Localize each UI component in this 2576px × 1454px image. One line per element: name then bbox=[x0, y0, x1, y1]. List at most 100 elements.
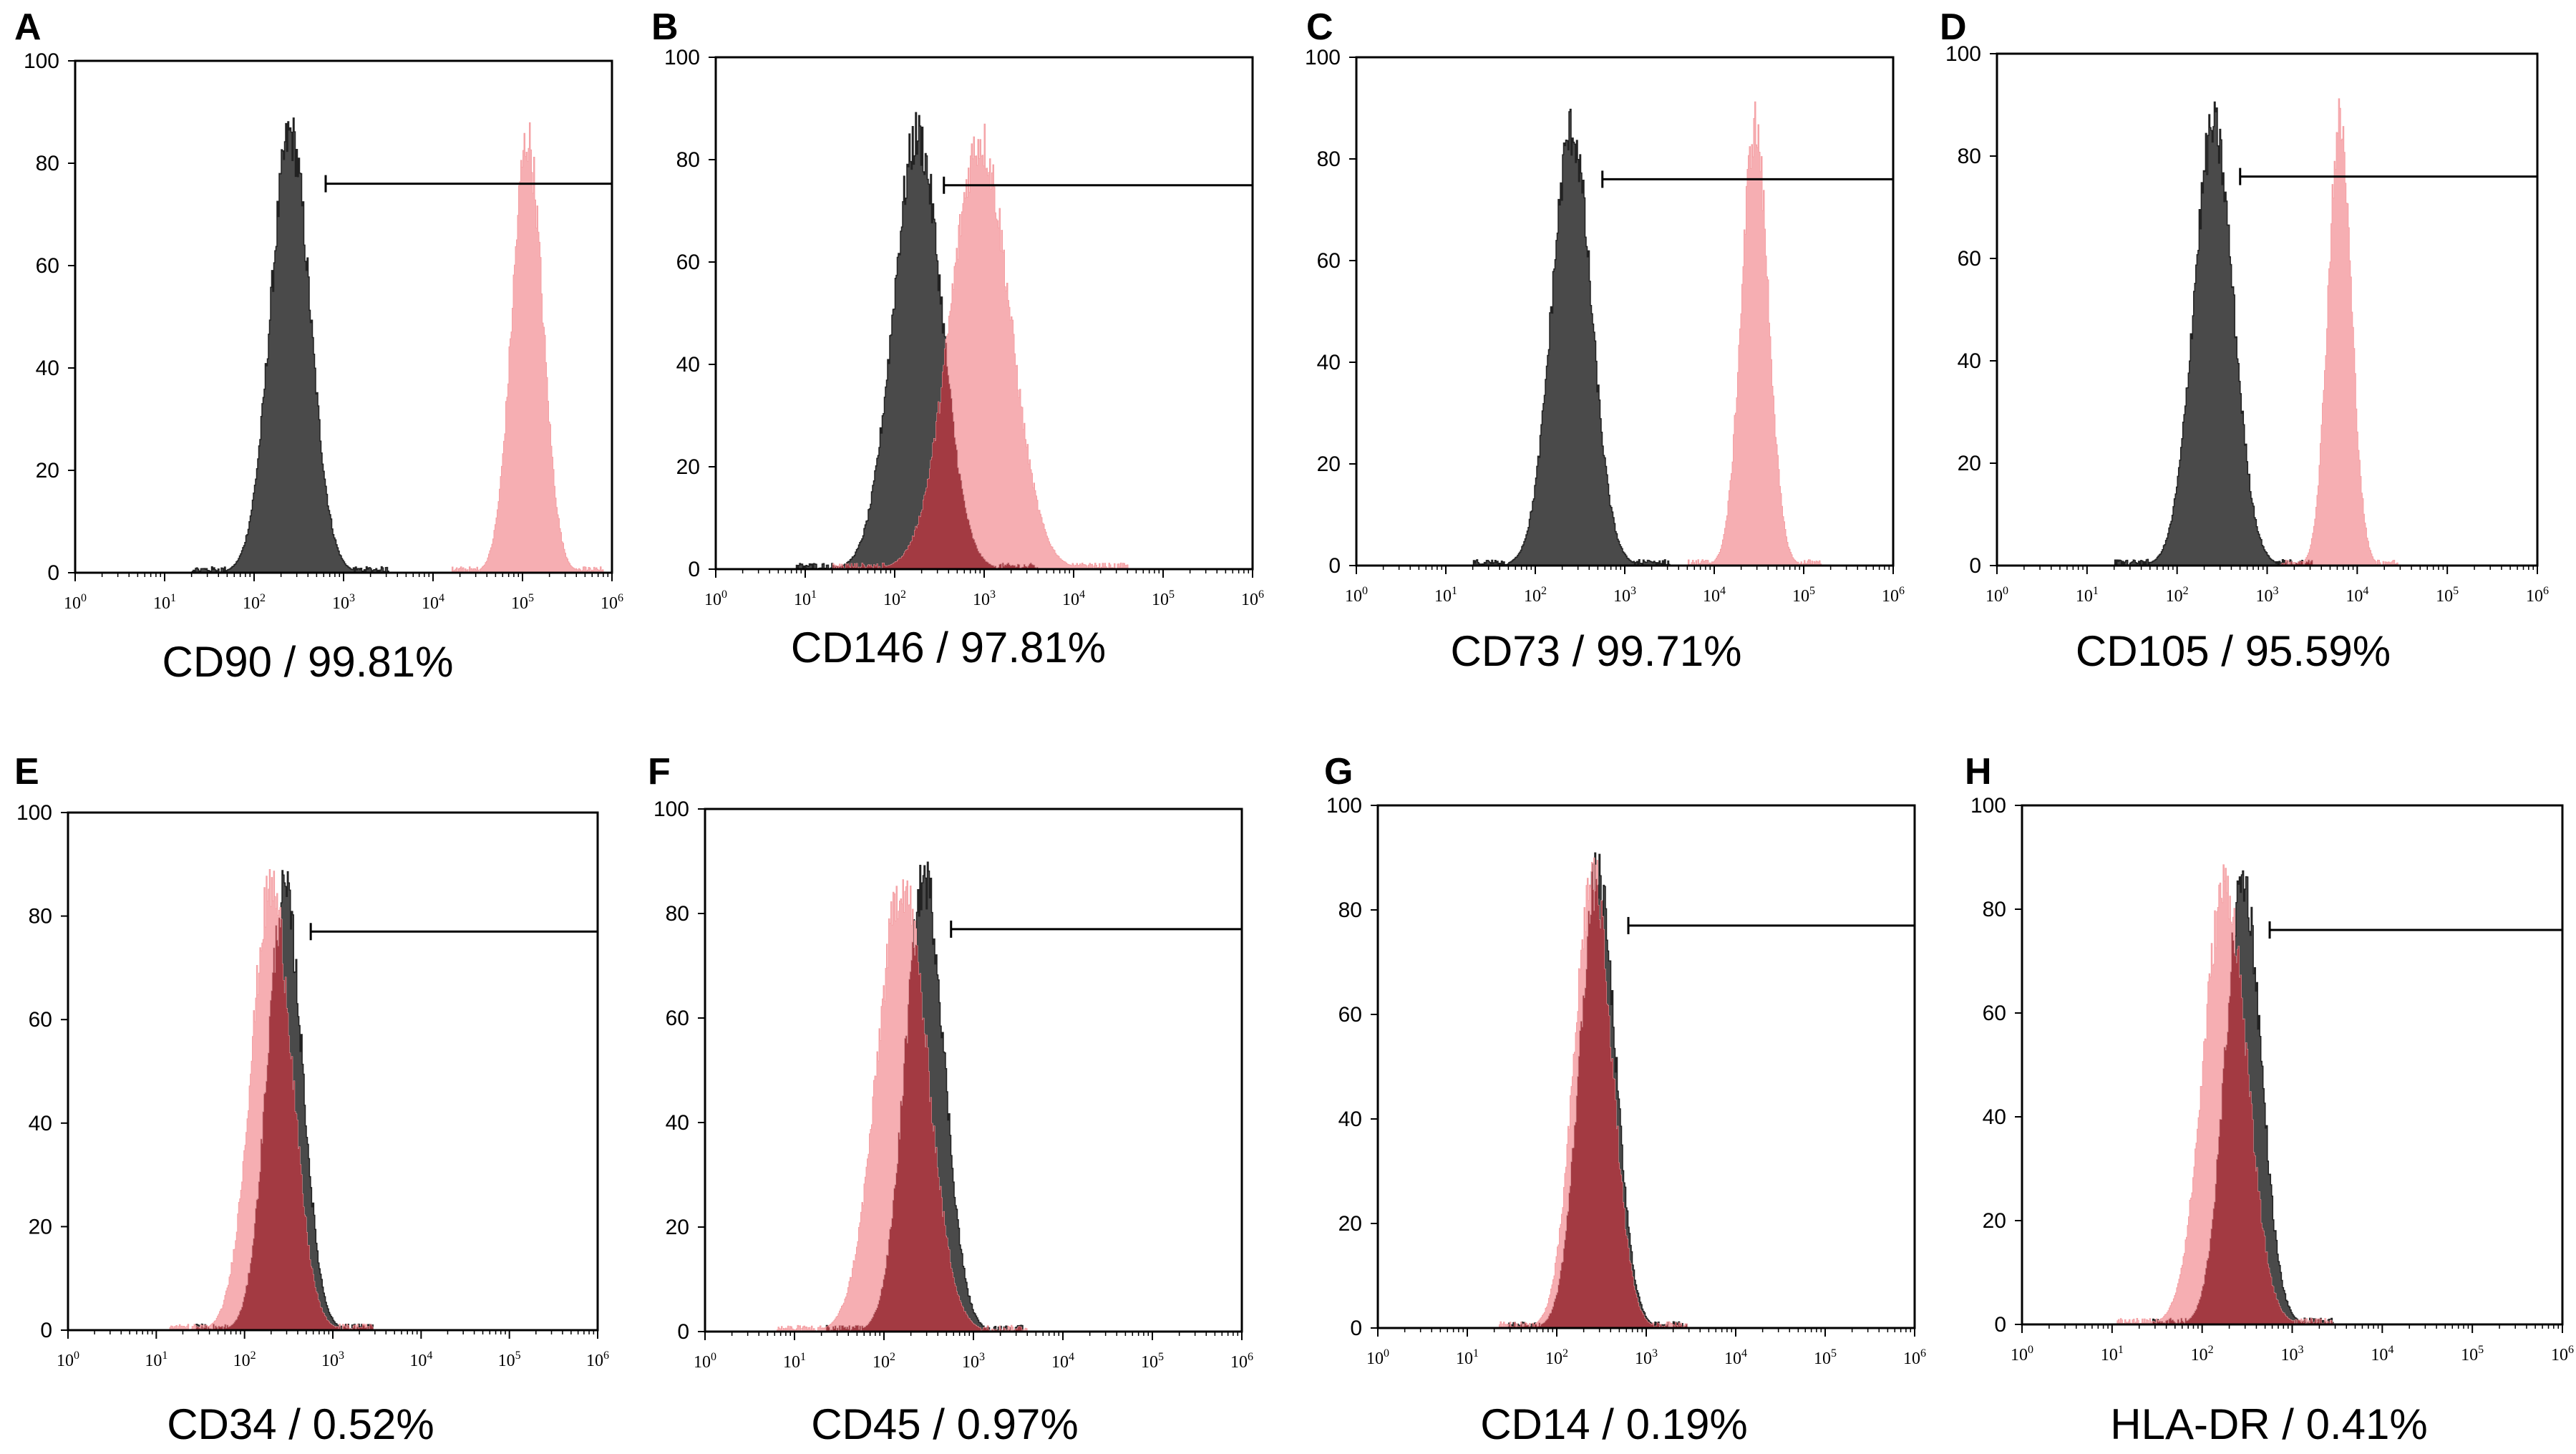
histogram-marker-cd105 bbox=[1997, 98, 2537, 566]
plot-frame bbox=[2021, 804, 2564, 1326]
x-tick-label: 104 bbox=[2346, 585, 2368, 606]
x-tick-label: 106 bbox=[586, 1349, 609, 1370]
histogram-overlap bbox=[705, 879, 1242, 1332]
x-tick-label: 104 bbox=[409, 1349, 432, 1370]
x-tick-label: 105 bbox=[1141, 1351, 1164, 1372]
y-tick-label: 80 bbox=[1317, 147, 1341, 171]
plot-frame bbox=[1996, 52, 2539, 567]
y-tick-label: 40 bbox=[1983, 1105, 2006, 1129]
histogram-isotype-control bbox=[1356, 108, 1893, 566]
x-tick-label: 102 bbox=[2191, 1344, 2214, 1365]
y-tick-label: 20 bbox=[1317, 452, 1341, 476]
x-tick-label: 105 bbox=[2461, 1344, 2484, 1365]
y-tick-label: 40 bbox=[36, 357, 59, 380]
x-tick-label: 102 bbox=[2166, 585, 2189, 606]
histogram-marker-hla-dr bbox=[2022, 864, 2562, 1324]
y-tick-label: 100 bbox=[653, 798, 689, 821]
histogram-marker-cd90 bbox=[75, 122, 612, 573]
histogram-overlap bbox=[1356, 109, 1893, 566]
y-tick-label: 100 bbox=[24, 49, 59, 73]
y-tick-label: 40 bbox=[1338, 1108, 1362, 1131]
y-tick-label: 20 bbox=[36, 459, 59, 483]
x-tick-label: 100 bbox=[1986, 585, 2008, 606]
x-tick-label: 103 bbox=[1635, 1347, 1658, 1368]
x-tick-label: 106 bbox=[2526, 585, 2549, 606]
y-tick-label: 60 bbox=[666, 1007, 689, 1030]
histogram-marker-cd146 bbox=[716, 123, 1253, 569]
x-tick-label: 104 bbox=[1724, 1347, 1747, 1368]
x-tick-label: 105 bbox=[1814, 1347, 1837, 1368]
x-tick-label: 104 bbox=[2371, 1344, 2393, 1365]
x-tick-label: 100 bbox=[64, 592, 87, 613]
x-tick-label: 100 bbox=[2011, 1344, 2033, 1365]
x-tick-label: 102 bbox=[883, 588, 906, 609]
x-tick-label: 103 bbox=[1613, 585, 1636, 606]
panel-letter: G bbox=[1324, 751, 1353, 793]
x-tick-label: 105 bbox=[498, 1349, 521, 1370]
plot-frame bbox=[1376, 804, 1916, 1329]
x-tick-label: 104 bbox=[1703, 585, 1726, 606]
x-tick-label: 101 bbox=[2101, 1344, 2124, 1365]
panel-caption: CD34 / 0.52% bbox=[167, 1400, 434, 1448]
y-tick-label: 60 bbox=[676, 251, 700, 274]
histogram-overlap bbox=[68, 871, 598, 1330]
histogram-marker-cd73 bbox=[1356, 101, 1893, 566]
x-tick-label: 100 bbox=[1345, 585, 1368, 606]
histogram-isotype-control bbox=[68, 870, 598, 1330]
y-tick-label: 40 bbox=[676, 353, 700, 377]
x-tick-label: 101 bbox=[153, 592, 176, 613]
x-tick-label: 103 bbox=[962, 1351, 985, 1372]
histogram-marker-cd34 bbox=[68, 869, 598, 1330]
y-tick-label: 0 bbox=[1969, 554, 1981, 578]
plot-frame bbox=[1355, 56, 1895, 567]
x-tick-label: 106 bbox=[2551, 1344, 2574, 1365]
x-tick-label: 100 bbox=[694, 1351, 716, 1372]
histogram-panel-A: 0 20 40 60 80 100 100 101 102 103 104 105 106 A CD90 /… bbox=[14, 6, 623, 686]
histogram-series-group bbox=[68, 869, 598, 1330]
x-tick-label: 101 bbox=[783, 1351, 806, 1372]
x-tick-label: 103 bbox=[321, 1349, 344, 1370]
x-tick-label: 101 bbox=[145, 1349, 167, 1370]
y-tick-label: 20 bbox=[1958, 452, 1981, 475]
x-tick-label: 106 bbox=[1230, 1351, 1253, 1372]
histogram-panel-B: 0 20 40 60 80 100 100 101 102 103 104 105 106 B CD146 … bbox=[651, 6, 1264, 672]
x-tick-label: 102 bbox=[243, 592, 266, 613]
histogram-panel-E: 0 20 40 60 80 100 100 101 102 103 104 105 106 E CD34 /… bbox=[14, 751, 609, 1448]
y-tick-label: 60 bbox=[1317, 249, 1341, 273]
y-tick-label: 60 bbox=[36, 254, 59, 278]
panel-caption: CD14 / 0.19% bbox=[1480, 1400, 1748, 1448]
y-tick-label: 0 bbox=[1994, 1313, 2006, 1337]
x-tick-label: 106 bbox=[1882, 585, 1905, 606]
x-tick-label: 100 bbox=[57, 1349, 79, 1370]
y-tick-label: 0 bbox=[40, 1319, 52, 1342]
histogram-series-group bbox=[1356, 101, 1893, 566]
panel-letter: F bbox=[648, 751, 671, 793]
x-tick-label: 104 bbox=[1062, 588, 1085, 609]
y-tick-label: 20 bbox=[29, 1215, 52, 1239]
y-tick-label: 40 bbox=[1317, 351, 1341, 374]
y-tick-label: 40 bbox=[1958, 349, 1981, 373]
y-tick-label: 100 bbox=[664, 46, 700, 69]
x-tick-label: 102 bbox=[873, 1351, 895, 1372]
panel-letter: B bbox=[651, 6, 679, 48]
x-tick-label: 106 bbox=[1903, 1347, 1926, 1368]
x-tick-label: 104 bbox=[422, 592, 444, 613]
y-tick-label: 60 bbox=[1983, 1002, 2006, 1025]
y-tick-label: 20 bbox=[1983, 1209, 2006, 1233]
histogram-series-group bbox=[2022, 864, 2562, 1324]
y-tick-label: 100 bbox=[16, 801, 52, 825]
panel-caption: CD146 / 97.81% bbox=[791, 624, 1106, 672]
x-tick-label: 103 bbox=[973, 588, 996, 609]
x-tick-label: 105 bbox=[1152, 588, 1175, 609]
x-tick-label: 100 bbox=[1366, 1347, 1389, 1368]
x-tick-label: 101 bbox=[1456, 1347, 1479, 1368]
histogram-panel-H: 0 20 40 60 80 100 100 101 102 103 104 105 106 H HLA-DR… bbox=[1965, 751, 2574, 1448]
panel-letter: D bbox=[1940, 6, 1967, 48]
histogram-marker-cd45 bbox=[705, 879, 1242, 1332]
x-tick-label: 106 bbox=[1241, 588, 1264, 609]
y-tick-label: 100 bbox=[1945, 42, 1981, 66]
y-tick-label: 100 bbox=[1305, 46, 1341, 69]
histogram-isotype-control bbox=[705, 861, 1242, 1332]
x-tick-label: 105 bbox=[2436, 585, 2459, 606]
